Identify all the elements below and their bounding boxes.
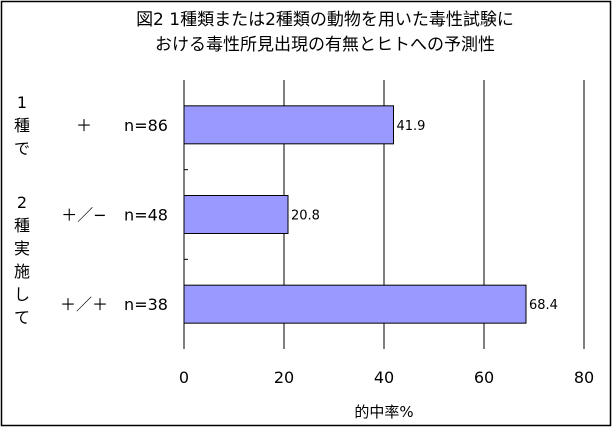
x-tick-label: 60 <box>474 368 494 387</box>
bar <box>183 195 289 234</box>
bar-value-label: 20.8 <box>291 209 320 224</box>
category-label: ＋／＋ <box>60 295 108 314</box>
category-label: ＋／− <box>61 206 106 225</box>
bar-value-label: 41.9 <box>397 119 426 134</box>
group-label-1: 1 種で <box>14 93 30 158</box>
x-tick-label: 40 <box>374 368 394 387</box>
sample-size-label: n=38 <box>124 295 168 314</box>
plot-area: 0 20 40 60 80 41.9 ＋ n=86 20.8 ＋／− n=48 68.4 ＋／＋ n=38… <box>14 80 594 387</box>
bar-value-label: 68.4 <box>529 298 558 313</box>
x-tick-label: 80 <box>574 368 594 387</box>
sample-size-label: n=48 <box>124 206 168 225</box>
group-label-2: 2 種実施して <box>14 193 30 327</box>
sample-size-label: n=86 <box>124 116 168 135</box>
category-label: ＋ <box>76 116 92 135</box>
chart-title-line-2: おける毒性所見出現の有無とヒトへの予測性 <box>155 35 495 55</box>
chart-title-line-1: 図2 1種類または2種類の動物を用いた毒性試験に <box>136 10 514 30</box>
x-tick-label: 0 <box>179 368 189 387</box>
x-axis-title: 的中率% <box>354 403 413 421</box>
bar <box>183 284 527 324</box>
bar <box>183 105 394 145</box>
x-tick-label: 20 <box>274 368 294 387</box>
